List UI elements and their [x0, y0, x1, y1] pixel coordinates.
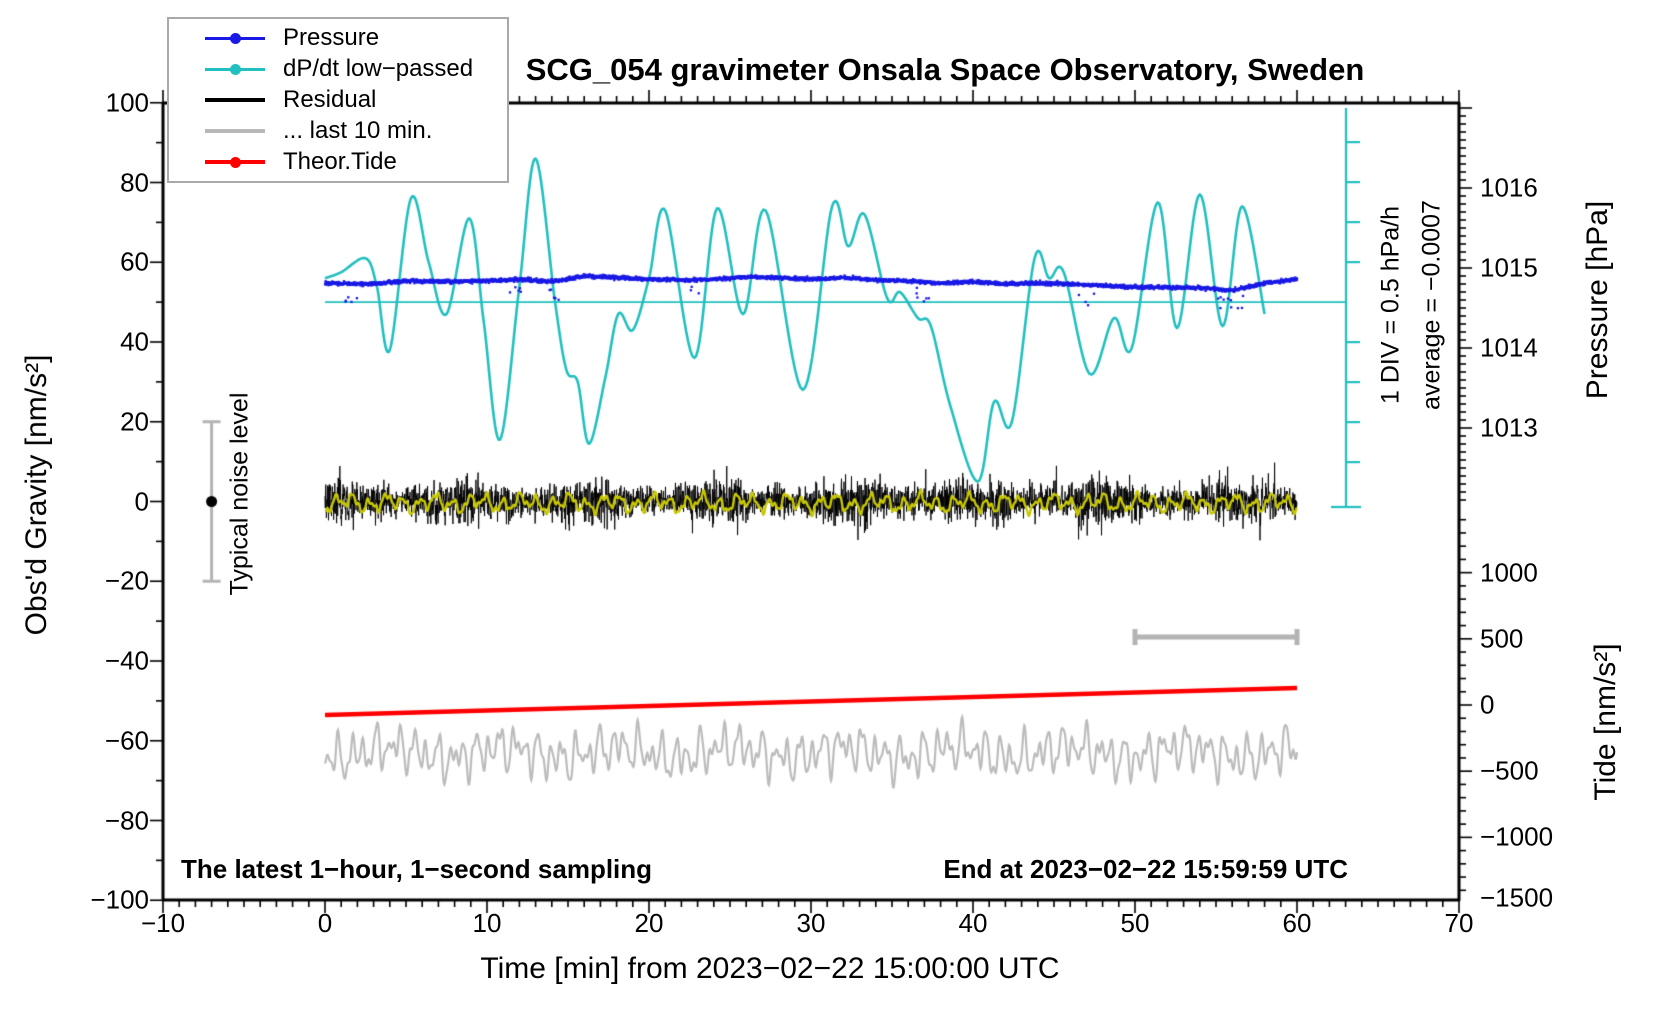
legend-label: ... last 10 min. — [283, 116, 433, 144]
tick-label: −80 — [104, 805, 149, 835]
tick-label: −20 — [104, 565, 149, 596]
tick-label: 60 — [1282, 908, 1312, 938]
tick-label: 500 — [1480, 623, 1524, 654]
legend-label: Residual — [283, 85, 377, 113]
noise-level-label: Typical noise level — [225, 392, 254, 596]
end-time-note: End at 2023−02−22 15:59:59 UTC — [943, 854, 1348, 884]
legend: Pressure dP/dt low−passed Residual ... l… — [167, 17, 509, 183]
tide-axis-label: Tide [nm/s²] — [1589, 643, 1622, 801]
tick-label: −1000 — [1480, 821, 1554, 852]
tick-label: 0 — [134, 486, 149, 516]
tick-label: 1013 — [1480, 412, 1538, 443]
tick-label: 1000 — [1480, 557, 1538, 588]
last10min-line-marker-icon — [205, 126, 265, 136]
tick-label: −60 — [104, 725, 149, 756]
tick-label: −10 — [140, 908, 186, 938]
legend-item-last10min: ... last 10 min. — [169, 116, 507, 145]
legend-item-pressure: Pressure — [169, 24, 507, 53]
dpdt-line-marker-icon — [205, 64, 265, 76]
tick-label: 70 — [1444, 908, 1474, 938]
tick-label: 40 — [958, 908, 988, 938]
tick-label: 0 — [1480, 689, 1495, 720]
tick-label: 100 — [105, 87, 149, 118]
tick-label: 10 — [472, 908, 502, 938]
legend-label: dP/dt low−passed — [283, 55, 474, 83]
tick-label: 1016 — [1480, 172, 1538, 203]
tick-label: 20 — [120, 406, 149, 437]
tick-label: 60 — [120, 246, 149, 277]
legend-item-dpdt: dP/dt low−passed — [169, 55, 507, 84]
pressure-axis-label: Pressure [hPa] — [1581, 200, 1614, 400]
residual-line-marker-icon — [205, 95, 265, 105]
tick-label: 1014 — [1480, 332, 1538, 363]
x-axis-label: Time [min] from 2023−02−22 15:00:00 UTC — [480, 952, 1060, 985]
tick-label: 30 — [796, 908, 826, 938]
tick-label: −40 — [104, 645, 149, 676]
tick-label: −1500 — [1480, 882, 1554, 913]
tick-label: −100 — [90, 884, 149, 915]
legend-label: Pressure — [283, 24, 380, 52]
tick-label: 0 — [317, 908, 333, 938]
sampling-note: The latest 1−hour, 1−second sampling — [181, 854, 653, 884]
tick-label: 1015 — [1480, 252, 1538, 283]
average-annotation: average = −0.0007 — [1417, 200, 1446, 410]
div-scale-annotation: 1 DIV = 0.5 hPa/h — [1376, 205, 1405, 405]
tick-label: −500 — [1480, 755, 1539, 786]
tick-label: 50 — [1120, 908, 1150, 938]
legend-label: Theor.Tide — [283, 147, 397, 175]
tick-label: 80 — [120, 167, 149, 197]
tick-label: 40 — [120, 326, 149, 357]
tick-label: 20 — [634, 908, 664, 938]
theortide-line-marker-icon — [205, 156, 265, 168]
page-title: SCG_054 gravimeter Onsala Space Observat… — [525, 52, 1365, 87]
gravity-axis-label: Obs'd Gravity [nm/s²] — [20, 354, 53, 636]
legend-item-residual: Residual — [169, 85, 507, 114]
pressure-line-marker-icon — [205, 33, 265, 45]
legend-item-theortide: Theor.Tide — [169, 147, 507, 176]
